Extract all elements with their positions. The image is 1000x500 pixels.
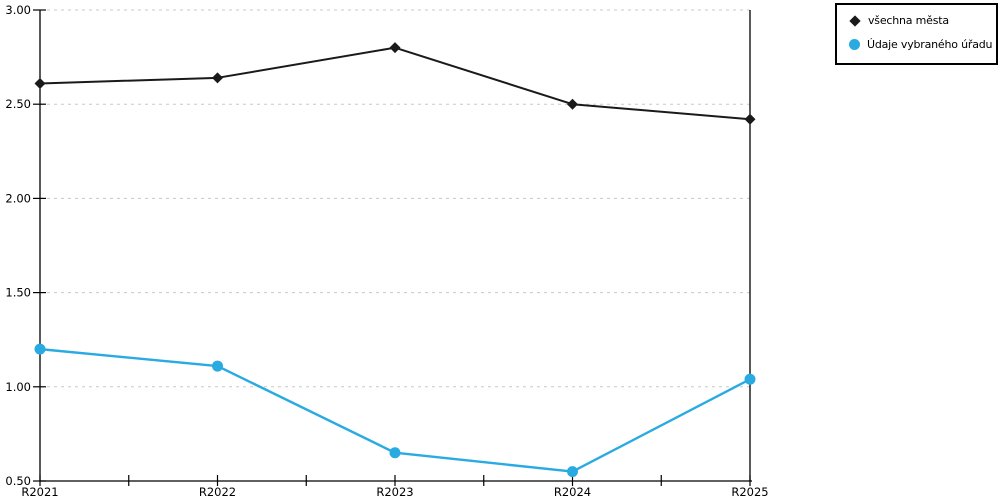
y-tick-label: 3.00 <box>5 3 31 17</box>
data-point-diamond <box>34 77 46 89</box>
legend: všechna města Údaje vybraného úřadu <box>835 3 998 65</box>
legend-label-all-cities: všechna města <box>868 14 949 27</box>
y-tick-label: 0.50 <box>5 474 31 488</box>
data-point-circle <box>744 373 756 385</box>
x-tick-label: R2022 <box>199 485 236 499</box>
data-point-diamond <box>389 42 401 54</box>
legend-item-all-cities: všechna města <box>849 14 993 27</box>
data-point-diamond <box>567 98 578 110</box>
legend-item-selected-office: Údaje vybraného úřadu <box>849 38 993 51</box>
data-point-circle <box>212 360 223 372</box>
y-tick-label: 2.50 <box>5 97 31 111</box>
y-tick-label: 1.00 <box>5 380 31 394</box>
data-point-circle <box>389 447 401 459</box>
data-point-circle <box>567 466 578 478</box>
series-line-0 <box>39 46 751 121</box>
diamond-marker-icon <box>849 14 861 27</box>
y-tick-label: 2.00 <box>5 191 31 205</box>
x-tick-label: R2021 <box>21 485 58 499</box>
legend-label-selected-office: Údaje vybraného úřadu <box>867 38 993 51</box>
data-point-diamond <box>744 113 756 125</box>
x-tick-label: R2024 <box>554 485 591 499</box>
data-point-circle <box>34 343 46 355</box>
x-tick-label: R2023 <box>376 485 413 499</box>
x-tick-label: R2025 <box>731 485 768 499</box>
data-point-diamond <box>212 72 223 84</box>
y-tick-label: 1.50 <box>5 286 31 300</box>
circle-marker-icon <box>849 39 860 50</box>
